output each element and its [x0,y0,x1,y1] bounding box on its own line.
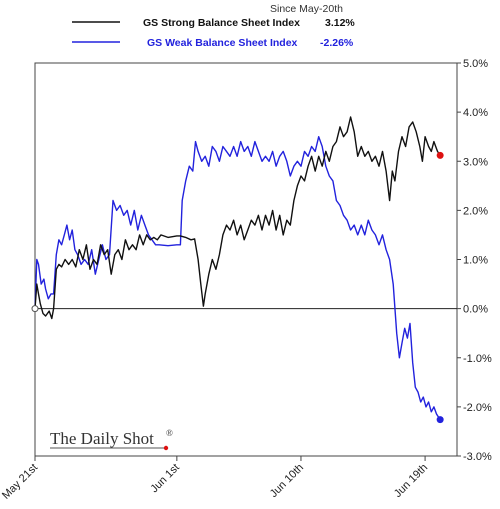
start-marker [31,305,39,313]
end-marker-weak [436,416,444,424]
y-axis: 5.0% 4.0% 3.0% 2.0% 1.0% 0.0% -1.0% -2.0% -3.0% [457,58,492,463]
series-layer [31,116,444,424]
y-tick-label: 2.0% [463,205,488,217]
legend-value-weak: -2.26% [320,37,354,49]
watermark-text: The Daily Shot [50,429,154,448]
x-tick-label: Jun 10th [268,462,306,500]
series-line-strong [34,116,441,320]
legend: GS Strong Balance Sheet Index 3.12% GS W… [72,17,355,49]
y-tick-label: 1.0% [463,255,488,267]
x-tick-label: Jun 19th [392,462,430,500]
x-tick-label: Jun 1st [148,462,182,496]
y-tick-label: -1.0% [463,353,492,365]
y-tick-label: 0.0% [463,304,488,316]
y-tick-label: -3.0% [463,451,492,463]
watermark-dot [163,445,169,451]
x-axis: May 21st Jun 1st Jun 10th Jun 19th [0,456,430,502]
watermark-registered-mark: ® [166,428,173,438]
legend-label-strong: GS Strong Balance Sheet Index [143,17,300,29]
series-line-weak [34,136,441,420]
end-marker-strong [436,151,444,159]
y-tick-label: 4.0% [463,107,488,119]
chart-subtitle: Since May-20th [270,3,343,15]
legend-label-weak: GS Weak Balance Sheet Index [147,37,298,49]
y-tick-label: 5.0% [463,58,488,70]
x-tick-label: May 21st [0,462,40,502]
watermark-logo: The Daily Shot ® [50,428,173,451]
legend-value-strong: 3.12% [325,17,355,29]
y-tick-label: -2.0% [463,402,492,414]
y-tick-label: 3.0% [463,156,488,168]
